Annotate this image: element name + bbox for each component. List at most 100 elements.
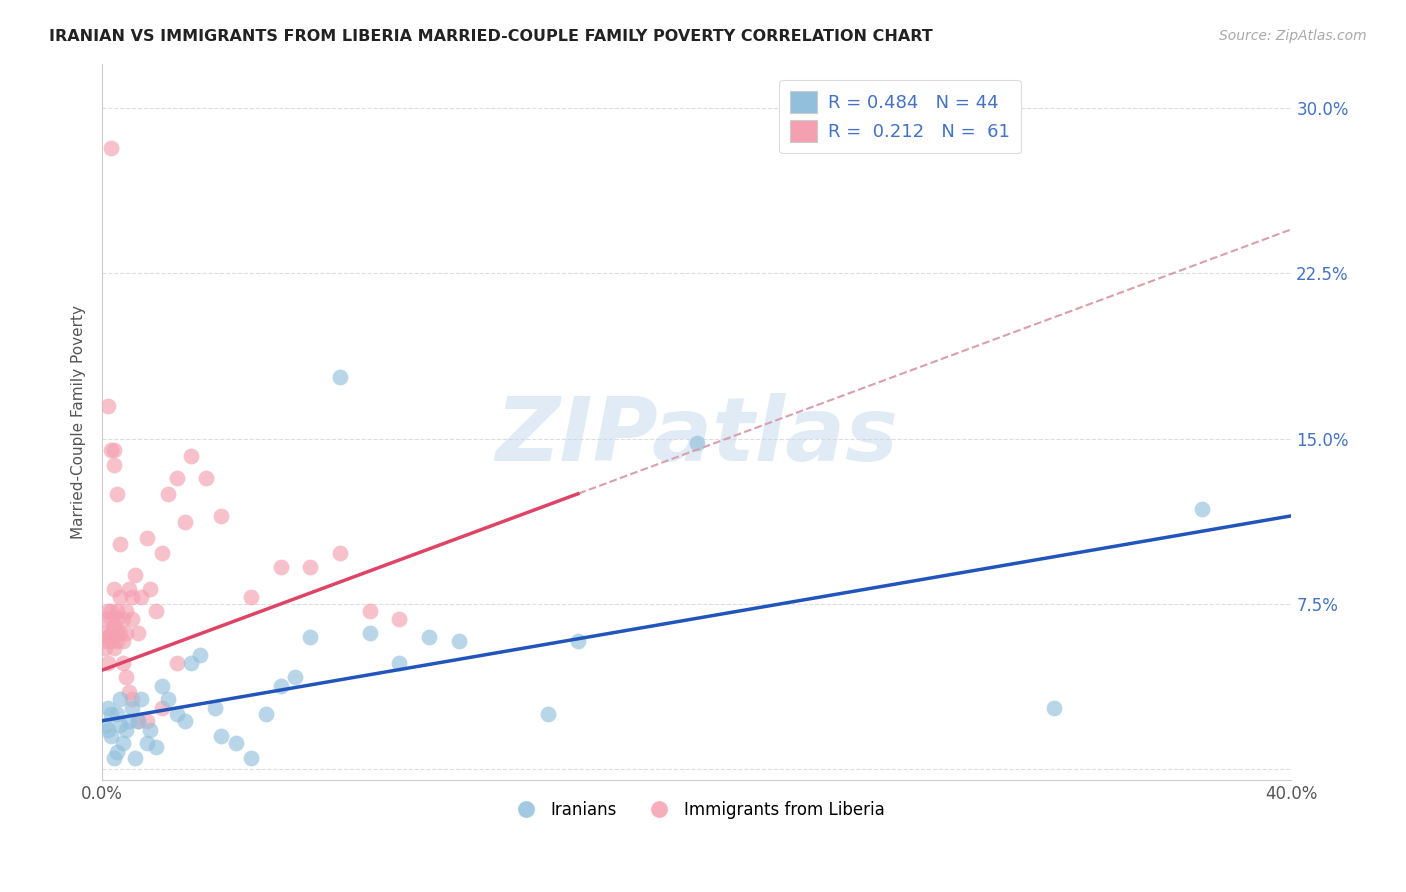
Point bbox=[105, 487, 128, 501]
Point bbox=[100, 604, 122, 618]
Point bbox=[299, 630, 322, 644]
Point bbox=[135, 736, 157, 750]
Point bbox=[129, 591, 152, 605]
Point bbox=[115, 625, 138, 640]
Point bbox=[100, 442, 122, 457]
Point bbox=[111, 736, 134, 750]
Point bbox=[97, 630, 120, 644]
Point bbox=[97, 723, 120, 737]
Point bbox=[150, 700, 173, 714]
Point bbox=[567, 634, 589, 648]
Point bbox=[127, 714, 149, 728]
Point bbox=[111, 634, 134, 648]
Point bbox=[97, 700, 120, 714]
Text: IRANIAN VS IMMIGRANTS FROM LIBERIA MARRIED-COUPLE FAMILY POVERTY CORRELATION CHA: IRANIAN VS IMMIGRANTS FROM LIBERIA MARRI… bbox=[49, 29, 934, 44]
Point bbox=[239, 591, 262, 605]
Point bbox=[105, 745, 128, 759]
Point bbox=[115, 723, 138, 737]
Point bbox=[329, 370, 352, 384]
Point bbox=[418, 630, 440, 644]
Point bbox=[145, 740, 167, 755]
Point bbox=[180, 450, 202, 464]
Point bbox=[537, 707, 560, 722]
Point bbox=[127, 625, 149, 640]
Point bbox=[139, 723, 162, 737]
Point bbox=[103, 582, 125, 596]
Point bbox=[115, 670, 138, 684]
Point bbox=[359, 604, 381, 618]
Point bbox=[103, 641, 125, 656]
Point bbox=[447, 634, 470, 648]
Point bbox=[174, 714, 197, 728]
Point bbox=[100, 612, 122, 626]
Point bbox=[100, 707, 122, 722]
Point bbox=[105, 604, 128, 618]
Point bbox=[150, 679, 173, 693]
Point bbox=[103, 458, 125, 472]
Point bbox=[145, 604, 167, 618]
Point bbox=[97, 657, 120, 671]
Point bbox=[204, 700, 226, 714]
Point bbox=[135, 531, 157, 545]
Point bbox=[270, 559, 292, 574]
Point bbox=[100, 634, 122, 648]
Point bbox=[239, 751, 262, 765]
Point bbox=[180, 657, 202, 671]
Point bbox=[94, 612, 117, 626]
Legend: Iranians, Immigrants from Liberia: Iranians, Immigrants from Liberia bbox=[502, 795, 891, 826]
Point bbox=[209, 508, 232, 523]
Point bbox=[150, 546, 173, 560]
Point bbox=[127, 714, 149, 728]
Point bbox=[166, 707, 188, 722]
Point bbox=[108, 691, 131, 706]
Text: Source: ZipAtlas.com: Source: ZipAtlas.com bbox=[1219, 29, 1367, 43]
Point bbox=[329, 546, 352, 560]
Point bbox=[124, 751, 146, 765]
Point bbox=[1191, 502, 1213, 516]
Point bbox=[121, 591, 143, 605]
Point bbox=[156, 487, 179, 501]
Point bbox=[115, 604, 138, 618]
Point bbox=[108, 591, 131, 605]
Point bbox=[270, 679, 292, 693]
Point bbox=[105, 625, 128, 640]
Point bbox=[124, 568, 146, 582]
Point bbox=[103, 442, 125, 457]
Point bbox=[111, 657, 134, 671]
Point bbox=[105, 707, 128, 722]
Point bbox=[118, 685, 141, 699]
Point bbox=[94, 718, 117, 732]
Point bbox=[359, 625, 381, 640]
Point bbox=[284, 670, 307, 684]
Point bbox=[103, 619, 125, 633]
Point bbox=[388, 657, 411, 671]
Point bbox=[118, 714, 141, 728]
Point bbox=[209, 729, 232, 743]
Point bbox=[188, 648, 211, 662]
Point bbox=[118, 582, 141, 596]
Point bbox=[100, 729, 122, 743]
Point bbox=[97, 399, 120, 413]
Point bbox=[121, 700, 143, 714]
Point bbox=[299, 559, 322, 574]
Y-axis label: Married-Couple Family Poverty: Married-Couple Family Poverty bbox=[72, 305, 86, 539]
Point bbox=[94, 634, 117, 648]
Point bbox=[166, 657, 188, 671]
Point bbox=[121, 612, 143, 626]
Point bbox=[108, 537, 131, 551]
Point bbox=[108, 625, 131, 640]
Point bbox=[94, 641, 117, 656]
Point bbox=[195, 471, 218, 485]
Point bbox=[139, 582, 162, 596]
Text: ZIPatlas: ZIPatlas bbox=[495, 393, 898, 480]
Point bbox=[108, 718, 131, 732]
Point bbox=[686, 436, 709, 450]
Point bbox=[105, 612, 128, 626]
Point bbox=[105, 634, 128, 648]
Point bbox=[129, 691, 152, 706]
Point bbox=[121, 691, 143, 706]
Point bbox=[388, 612, 411, 626]
Point bbox=[111, 612, 134, 626]
Point bbox=[254, 707, 277, 722]
Point bbox=[135, 714, 157, 728]
